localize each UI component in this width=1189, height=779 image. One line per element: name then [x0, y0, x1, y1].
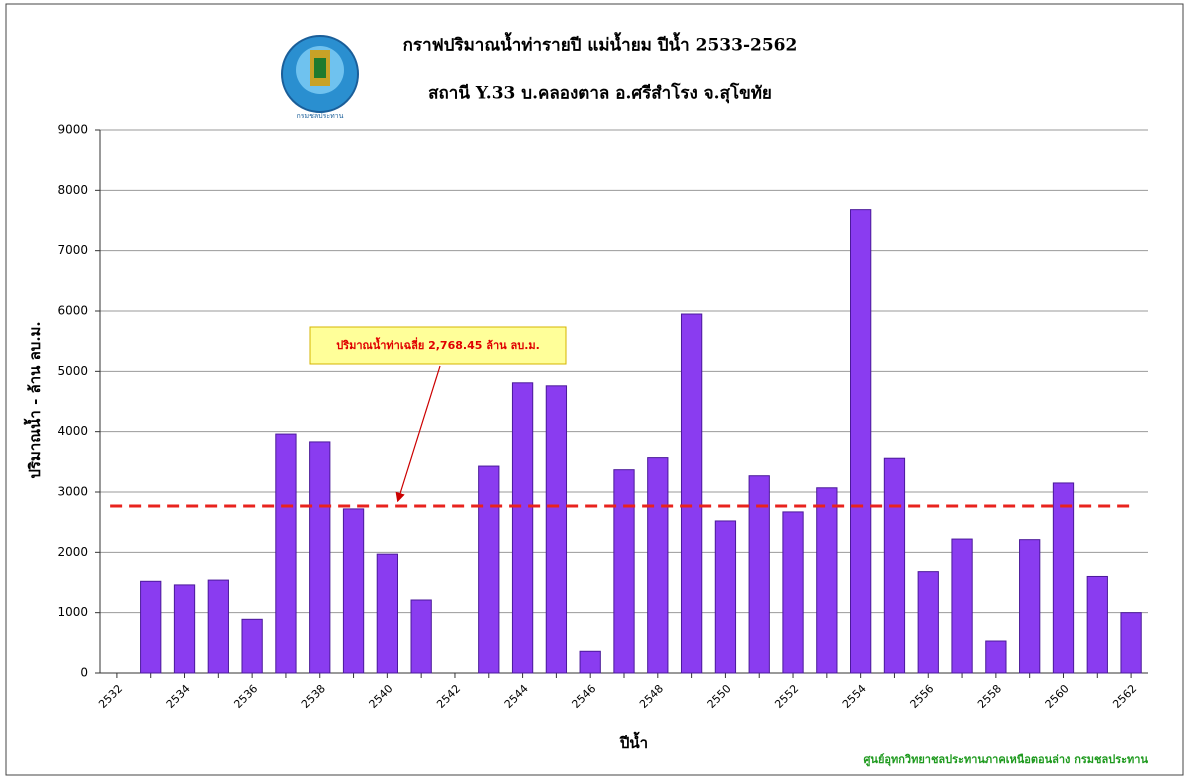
bar: [411, 600, 431, 673]
y-tick-label: 2000: [57, 545, 88, 559]
bar: [546, 386, 566, 673]
bar: [1121, 613, 1141, 673]
bar: [715, 521, 735, 673]
bar: [242, 619, 262, 673]
chart-subtitle: สถานี Y.33 บ.คลองตาล อ.ศรีสำโรง จ.สุโขทั…: [428, 83, 772, 104]
logo: [282, 36, 358, 112]
y-tick-label: 3000: [57, 485, 88, 499]
bar: [141, 581, 161, 673]
bar: [377, 554, 397, 673]
y-tick-label: 5000: [57, 364, 88, 378]
annotation-text: ปริมาณน้ำท่าเฉลี่ย 2,768.45 ล้าน ลบ.ม.: [336, 337, 540, 352]
chart: กรมชลประทาน กราฟปริมาณน้ำท่ารายปี แม่น้ำ…: [0, 0, 1189, 779]
bar: [918, 572, 938, 673]
bar: [884, 458, 904, 673]
footer: ศูนย์อุทกวิทยาชลประทานภาคเหนือตอนล่าง กร…: [863, 753, 1148, 767]
y-tick-label: 8000: [57, 183, 88, 197]
y-tick-label: 6000: [57, 304, 88, 318]
bar: [1053, 483, 1073, 673]
bar: [1087, 576, 1107, 673]
y-tick-label: 7000: [57, 243, 88, 257]
bar: [580, 651, 600, 673]
bar: [952, 539, 972, 673]
bar: [479, 466, 499, 673]
bar: [276, 434, 296, 673]
bar: [208, 580, 228, 673]
x-axis-label: ปีน้ำ: [619, 731, 648, 752]
bar: [817, 488, 837, 673]
bar: [310, 442, 330, 673]
y-axis-label: ปริมาณน้ำ - ล้าน ลบ.ม.: [23, 321, 44, 478]
bar: [174, 585, 194, 673]
bar: [614, 470, 634, 673]
y-tick-label: 1000: [57, 605, 88, 619]
bar: [851, 210, 871, 673]
y-tick-label: 0: [80, 666, 88, 680]
bar: [343, 509, 363, 673]
bar: [512, 383, 532, 673]
y-tick-label: 4000: [57, 424, 88, 438]
bar: [648, 458, 668, 673]
bar: [986, 641, 1006, 673]
bar: [783, 512, 803, 673]
bar: [1020, 540, 1040, 673]
chart-title: กราฟปริมาณน้ำท่ารายปี แม่น้ำยม ปีน้ำ 253…: [403, 32, 798, 56]
logo-text: กรมชลประทาน: [297, 112, 344, 120]
bar: [681, 314, 701, 673]
y-tick-label: 9000: [57, 123, 88, 137]
page: กรมชลประทาน กราฟปริมาณน้ำท่ารายปี แม่น้ำ…: [0, 0, 1189, 779]
